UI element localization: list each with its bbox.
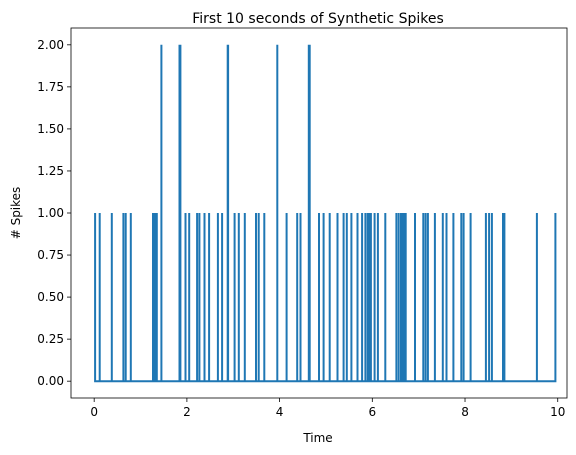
x-tick-label: 4: [276, 405, 284, 419]
x-tick-label: 0: [90, 405, 98, 419]
x-tick-label: 10: [550, 405, 565, 419]
y-tick-label: 1.00: [37, 206, 64, 220]
plot-area: [94, 44, 557, 383]
spike-series-line: [94, 44, 557, 383]
y-tick-label: 1.25: [37, 164, 64, 178]
x-tick-label: 6: [368, 405, 376, 419]
x-axis-ticks: 0 2 4 6 8 10: [90, 398, 565, 419]
y-tick-label: 0.50: [37, 290, 64, 304]
y-axis-ticks: 0.00 0.25 0.50 0.75 1.00 1.25 1.50 1.75 2.00: [37, 38, 71, 388]
y-tick-label: 0.25: [37, 332, 64, 346]
chart-title: First 10 seconds of Synthetic Spikes: [192, 11, 444, 27]
y-tick-label: 0.75: [37, 248, 64, 262]
y-tick-label: 1.75: [37, 80, 64, 94]
y-tick-label: 1.50: [37, 122, 64, 136]
y-tick-label: 0.00: [37, 374, 64, 388]
y-axis-label: # Spikes: [9, 187, 23, 240]
x-tick-label: 2: [183, 405, 191, 419]
x-axis-label: Time: [302, 431, 332, 445]
x-tick-label: 8: [461, 405, 469, 419]
y-tick-label: 2.00: [37, 38, 64, 52]
